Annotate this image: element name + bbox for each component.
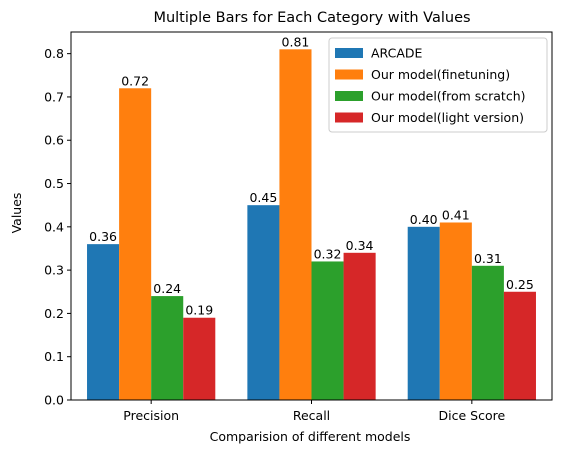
bar (247, 205, 280, 400)
plot-area: 0.36 0.45 0.40 0.72 0.81 0.41 0.24 0.32 0.31 0.19… (44, 31, 553, 423)
bar (87, 244, 120, 400)
bar-value-label: 0.32 (314, 246, 342, 261)
bar-value-label: 0.31 (474, 251, 502, 266)
bar (279, 49, 312, 400)
bar (183, 317, 216, 400)
y-tick-label: 0.5 (44, 176, 64, 191)
legend-box (328, 37, 548, 133)
bar-value-label: 0.72 (121, 73, 149, 88)
bar-value-label: 0.25 (506, 277, 534, 292)
x-tick-label: Dice Score (439, 408, 506, 423)
y-tick-label: 0.7 (44, 89, 64, 104)
legend: ARCADE Our model(finetuning) Our model(fro… (328, 37, 548, 133)
bar-value-label: 0.19 (185, 303, 213, 318)
x-axis-title: Comparision of different models (210, 429, 411, 444)
axes-frame (70, 31, 553, 401)
bar-value-label: 0.36 (89, 229, 117, 244)
bar (503, 291, 536, 400)
legend-label: Our model(light version) (371, 110, 524, 125)
bar (119, 88, 152, 400)
bar-value-label: 0.45 (249, 190, 277, 205)
bar (471, 265, 504, 400)
legend-swatch (335, 69, 363, 80)
legend-swatch (335, 112, 363, 123)
legend-label: ARCADE (371, 46, 423, 61)
legend-label: Our model(from scratch) (371, 89, 526, 104)
bar-value-label: 0.41 (442, 207, 470, 222)
bar-value-label: 0.81 (282, 34, 310, 49)
legend-swatch (335, 91, 363, 101)
y-tick-label: 0.2 (44, 306, 64, 321)
bar (311, 261, 344, 400)
y-tick-label: 0.0 (44, 393, 64, 408)
y-tick-label: 0.8 (44, 46, 64, 61)
x-tick-label: Precision (123, 408, 179, 423)
bar (407, 226, 440, 400)
y-tick-label: 0.4 (44, 219, 64, 234)
bar-value-label: 0.34 (346, 238, 374, 253)
bar-value-label: 0.24 (153, 281, 181, 296)
bar (343, 252, 376, 400)
bar (439, 222, 472, 400)
bar-value-label: 0.40 (410, 212, 438, 227)
y-axis-title: Values (9, 193, 24, 234)
legend-label: Our model(finetuning) (371, 67, 510, 82)
chart-title: Multiple Bars for Each Category with Val… (153, 10, 470, 26)
y-tick-label: 0.1 (44, 349, 64, 364)
legend-swatch (335, 48, 363, 58)
bar (151, 296, 184, 400)
x-tick-label: Recall (293, 408, 330, 423)
y-tick-label: 0.3 (44, 263, 64, 278)
y-tick-label: 0.6 (44, 133, 64, 148)
